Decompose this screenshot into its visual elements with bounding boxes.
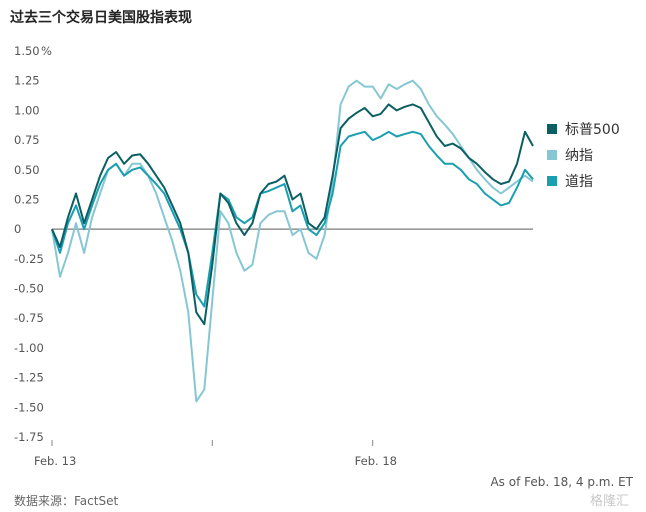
as-of-note: As of Feb. 18, 4 p.m. ET bbox=[490, 475, 633, 489]
watermark: 格隆汇 bbox=[590, 493, 629, 509]
x-tick-label: Feb. 13 bbox=[34, 454, 76, 468]
y-tick-label: -1.75 bbox=[14, 430, 44, 444]
x-axis: Feb. 13 Feb. 18 bbox=[34, 440, 397, 468]
legend-swatch bbox=[547, 176, 557, 186]
y-tick-label: -1.25 bbox=[14, 371, 44, 385]
y-unit-label: % bbox=[41, 44, 52, 58]
y-tick-label: -0.75 bbox=[14, 311, 44, 325]
series-lines bbox=[51, 79, 534, 403]
series-line-0 bbox=[51, 103, 534, 326]
data-source: 数据来源：FactSet bbox=[14, 493, 118, 508]
y-tick-label: 0.75 bbox=[14, 133, 40, 147]
y-tick-label: 1.25 bbox=[14, 74, 40, 88]
y-tick-label: 1.50 bbox=[14, 44, 40, 58]
legend-label: 标普500 bbox=[565, 122, 620, 138]
y-tick-label: -0.50 bbox=[14, 282, 44, 296]
y-tick-label: 0.25 bbox=[14, 192, 40, 206]
y-tick-label: -1.50 bbox=[14, 400, 44, 414]
series-line-2 bbox=[51, 130, 534, 308]
y-tick-label: 0 bbox=[14, 222, 21, 236]
chart-title: 过去三个交易日美国股指表现 bbox=[10, 9, 192, 26]
legend-swatch bbox=[547, 150, 557, 160]
y-tick-label: 0.50 bbox=[14, 163, 40, 177]
y-tick-label: -0.25 bbox=[14, 252, 44, 266]
series-line-1 bbox=[51, 79, 534, 403]
legend-swatch bbox=[547, 124, 557, 134]
y-axis: 1.50 1.25 1.00 0.75 0.50 0.25 0 -0.25 -0.50 -0.75… bbox=[14, 44, 533, 444]
y-tick-label: 1.00 bbox=[14, 103, 40, 117]
legend-label: 道指 bbox=[565, 174, 593, 190]
legend-label: 纳指 bbox=[565, 148, 593, 164]
y-tick-label: -1.00 bbox=[14, 341, 44, 355]
x-tick-label: Feb. 18 bbox=[355, 454, 397, 468]
